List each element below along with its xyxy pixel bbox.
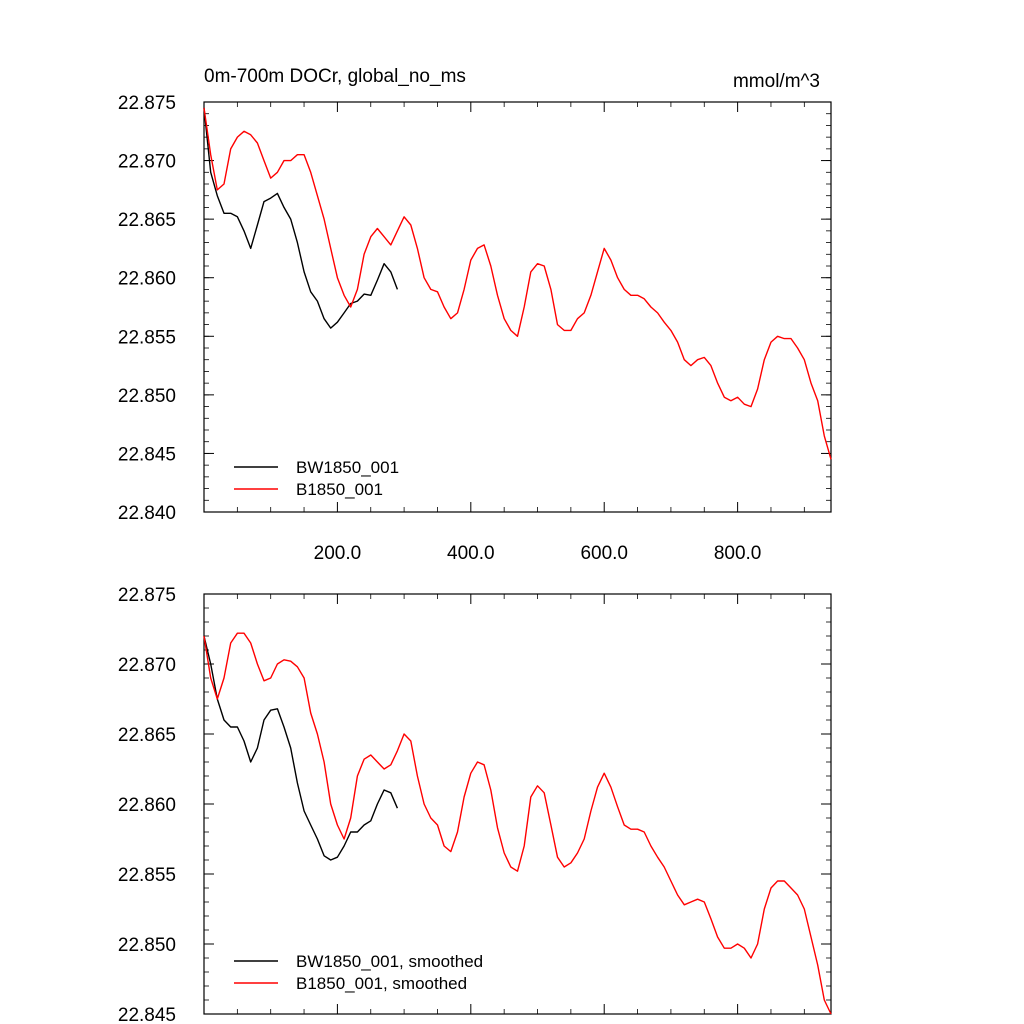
legend-label-b1850-smoothed: B1850_001, smoothed (296, 974, 467, 993)
series-line-b1850-001-smoothed (203, 632, 832, 1015)
y-tick-label: 22.845 (118, 444, 176, 465)
series-group-top (203, 107, 832, 460)
y-tick-label: 22.860 (118, 269, 176, 290)
y-tick-label: 22.850 (118, 386, 176, 407)
y-tick-labels-bottom: 22.845 22.850 22.855 22.860 22.865 22.870 22.8… (118, 585, 176, 1024)
x-tick-label: 200.0 (314, 543, 362, 564)
y-tick-label: 22.865 (118, 725, 176, 746)
y-tick-label: 22.845 (118, 1005, 176, 1024)
x-tick-label: 800.0 (714, 543, 762, 564)
x-tick-labels-top: 200.0 400.0 600.0 800.0 (314, 543, 762, 564)
y-tick-label: 22.870 (118, 152, 176, 173)
y-tick-label: 22.875 (118, 585, 176, 606)
y-tick-label: 22.840 (118, 503, 176, 524)
legend-top: BW1850_001 B1850_001 (234, 458, 399, 499)
x-tick-label: 600.0 (580, 543, 628, 564)
series-line-bw1850-001 (203, 107, 399, 329)
series-line-b1850-001 (203, 107, 832, 460)
y-tick-label: 22.870 (118, 655, 176, 676)
ticks-top (204, 101, 831, 513)
ticks-bottom (204, 593, 831, 1015)
chart-title: 0m-700m DOCr, global_no_ms (204, 66, 466, 87)
y-tick-label: 22.850 (118, 935, 176, 956)
y-tick-label: 22.855 (118, 327, 176, 348)
plot-frame-bottom (203, 593, 832, 1015)
series-line-bw1850-001-smoothed (203, 635, 399, 861)
y-tick-labels-top: 22.840 22.845 22.850 22.855 22.860 22.865 22.8… (118, 93, 176, 524)
panel-bottom: 22.845 22.850 22.855 22.860 22.865 22.870 22.8… (118, 585, 832, 1024)
legend-label-bw1850: BW1850_001 (296, 458, 399, 477)
panel-top: 22.840 22.845 22.850 22.855 22.860 22.865 22.8… (118, 66, 832, 564)
legend-bottom: BW1850_001, smoothed B1850_001, smoothed (234, 952, 483, 993)
units-label: mmol/m^3 (733, 71, 820, 92)
y-tick-label: 22.855 (118, 865, 176, 886)
series-group-bottom (203, 632, 832, 1015)
x-tick-label: 400.0 (447, 543, 495, 564)
y-tick-label: 22.860 (118, 795, 176, 816)
y-tick-label: 22.865 (118, 210, 176, 231)
legend-label-b1850: B1850_001 (296, 480, 383, 499)
plot-frame-top (203, 101, 832, 513)
y-tick-label: 22.875 (118, 93, 176, 114)
legend-label-bw1850-smoothed: BW1850_001, smoothed (296, 952, 483, 971)
